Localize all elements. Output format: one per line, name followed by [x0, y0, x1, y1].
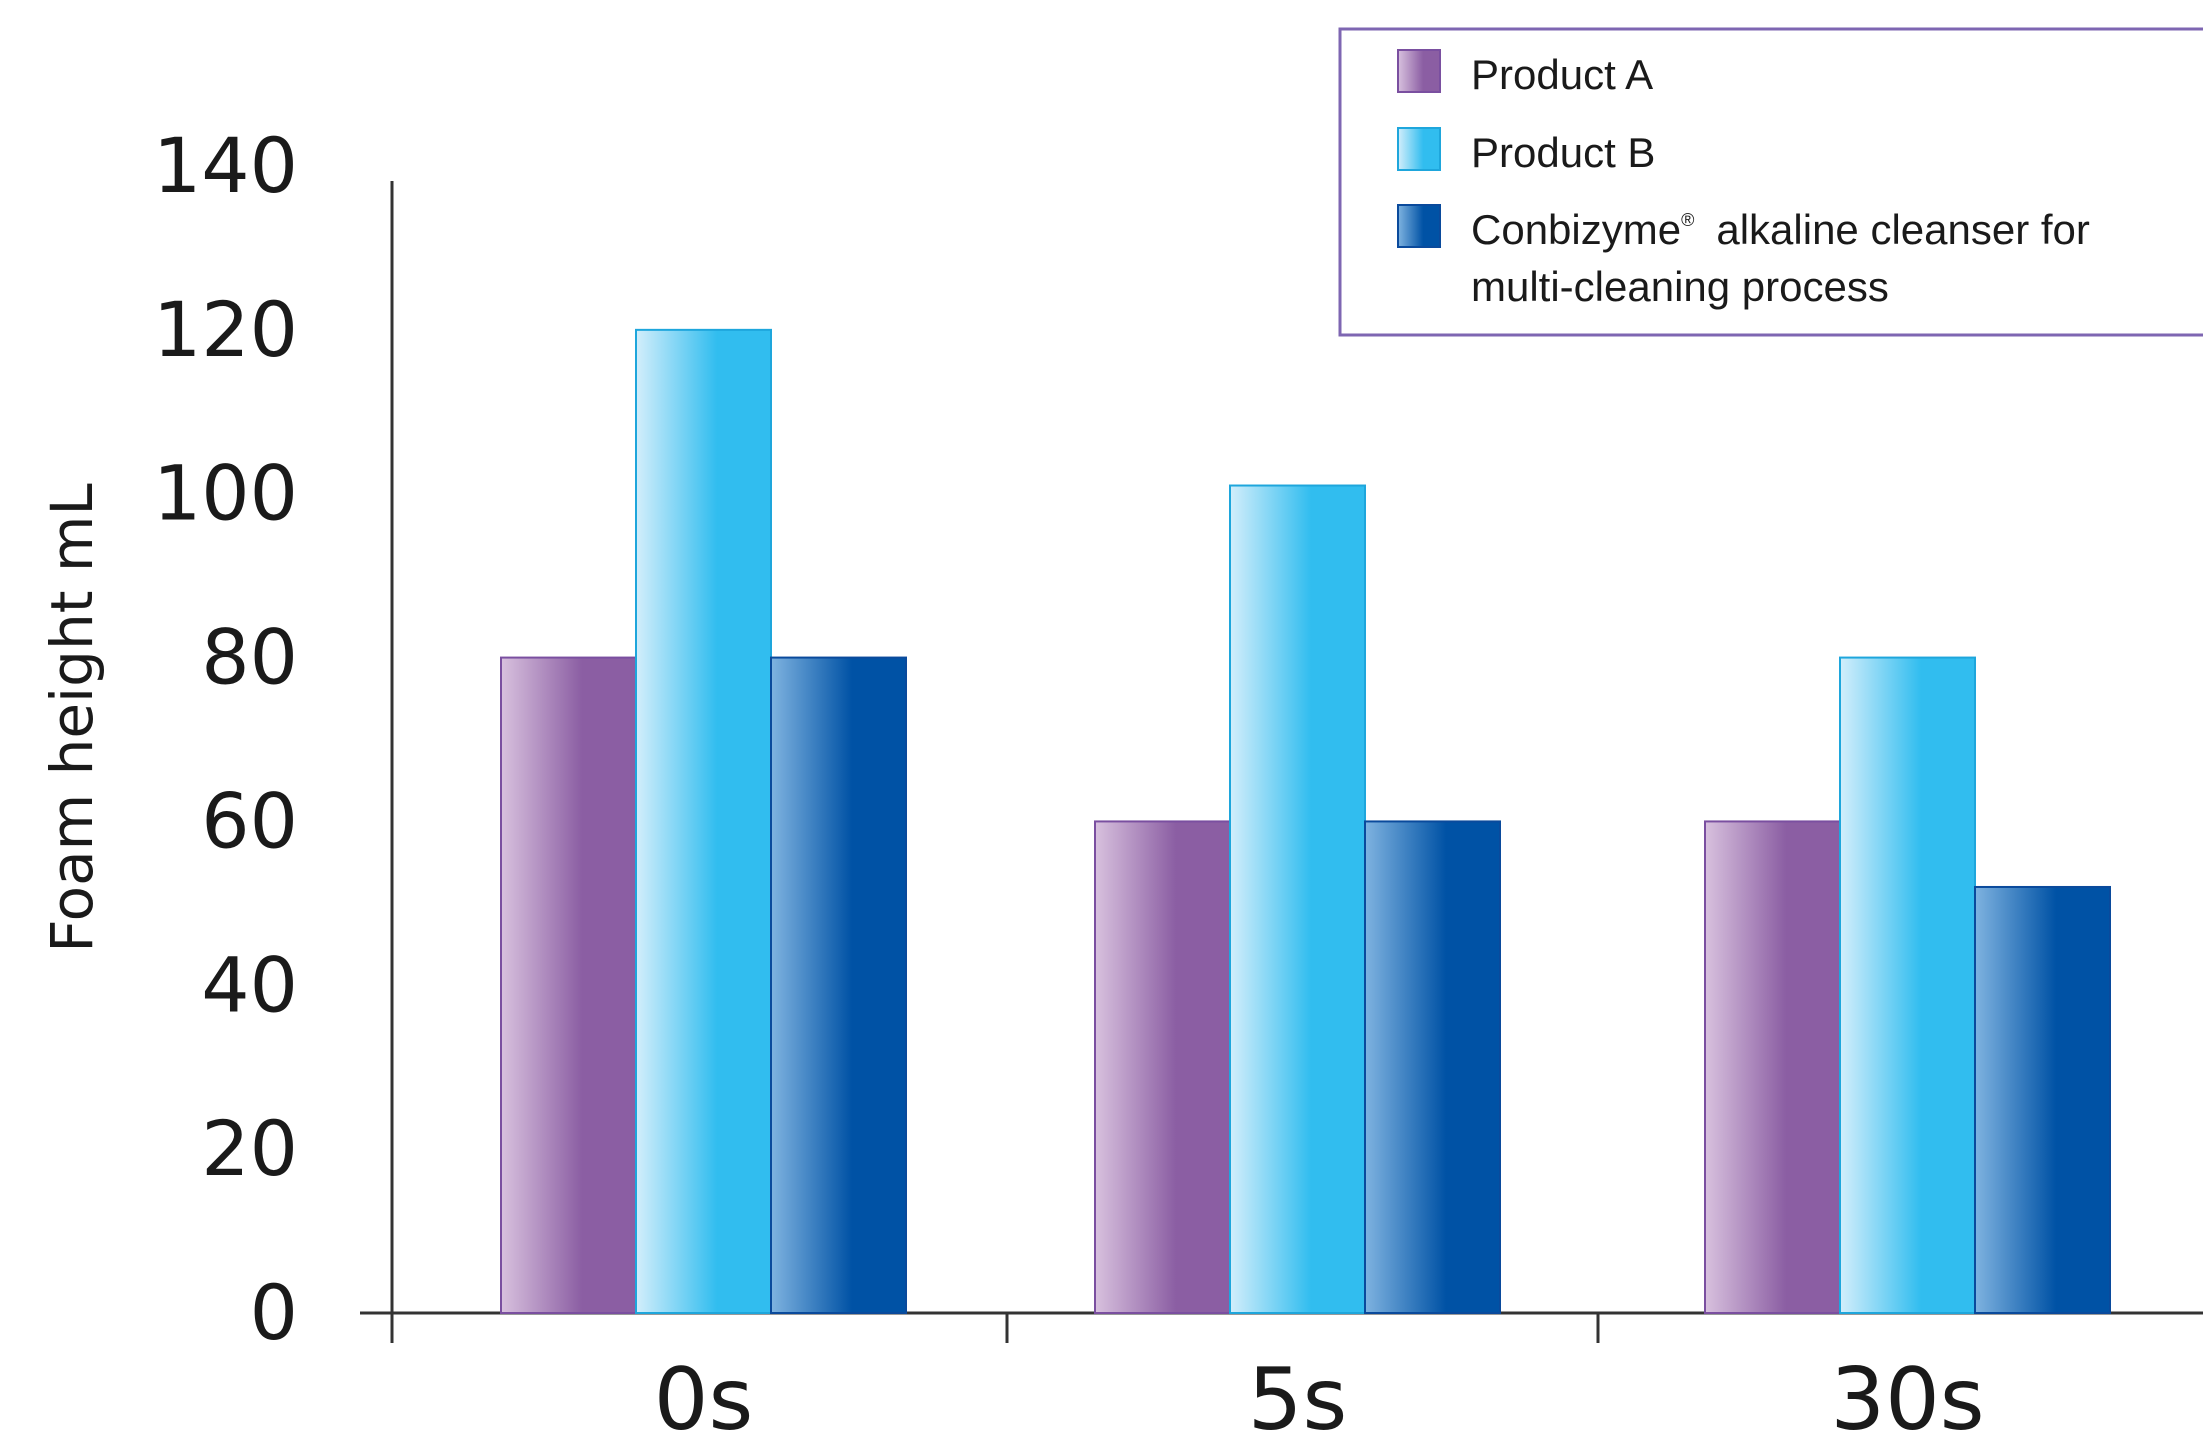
legend-label-conbizyme: Conbizyme® alkaline cleanser for [1471, 206, 2090, 253]
bars [500, 328, 2111, 1315]
y-tick-label: 100 [153, 449, 298, 538]
bar-product-b-0s [635, 328, 772, 1315]
legend-label-conbizyme-line2: multi-cleaning process [1471, 263, 1889, 310]
x-tick-label: 5s [1248, 1350, 1348, 1441]
bar-product-b-30s [1839, 656, 1976, 1314]
y-tick-label: 20 [201, 1104, 298, 1193]
legend-label-conbizyme-sup: ® [1681, 210, 1694, 230]
bar-product-a-5s [1094, 820, 1231, 1315]
legend-swatch-product-b [1397, 127, 1441, 171]
bar-conbizyme-30s [1974, 885, 2111, 1314]
bar-conbizyme-5s [1364, 820, 1501, 1315]
bar-product-b-5s [1229, 484, 1366, 1314]
bar-conbizyme-0s [770, 656, 907, 1314]
legend-box [1338, 27, 2203, 337]
legend-label-product-b: Product B [1471, 129, 1655, 176]
x-tick-label: 0s [654, 1350, 754, 1441]
y-tick-label: 80 [201, 613, 298, 702]
x-tick-label: 30s [1830, 1350, 1984, 1441]
x-axis-ticks: 0s 5s 30s [390, 1313, 1985, 1446]
y-axis-label: Foam height mL [38, 483, 106, 952]
y-tick-label: 0 [250, 1268, 298, 1357]
legend-label-conbizyme-rest: alkaline cleanser for [1716, 206, 2090, 253]
y-tick-label: 40 [201, 940, 298, 1029]
legend-swatch-conbizyme [1397, 204, 1441, 248]
legend-swatch-product-a [1397, 49, 1441, 93]
bar-product-a-0s [500, 656, 637, 1314]
y-axis-ticks: 0 20 40 60 80 100 120 140 [153, 121, 298, 1357]
y-tick-label: 140 [153, 121, 298, 210]
legend-label-product-a: Product A [1471, 51, 1653, 98]
legend-label-conbizyme-brand: Conbizyme [1471, 206, 1681, 253]
bar-product-a-30s [1704, 820, 1841, 1315]
legend: Product A Product B Conbizyme® alkaline c… [1338, 27, 2203, 337]
y-tick-label: 60 [201, 776, 298, 865]
y-tick-label: 120 [153, 285, 298, 374]
